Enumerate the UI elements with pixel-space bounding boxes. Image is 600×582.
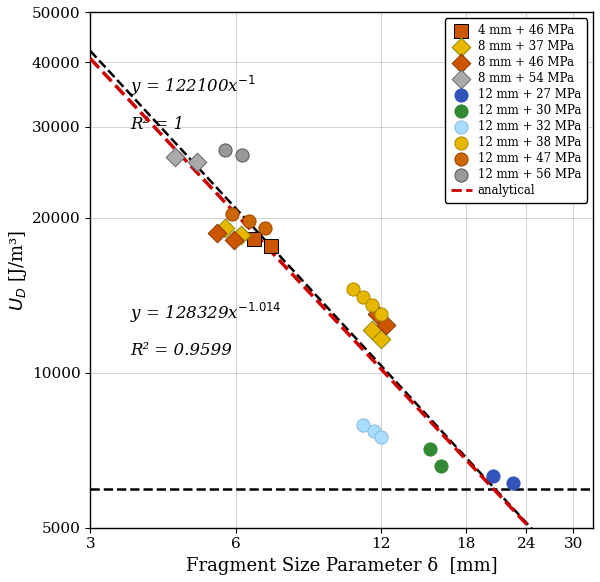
Point xyxy=(508,478,518,488)
Point xyxy=(212,228,222,237)
Text: R² = 1: R² = 1 xyxy=(130,115,185,133)
Point xyxy=(249,234,259,243)
Point xyxy=(376,309,386,318)
Point xyxy=(266,242,275,251)
X-axis label: Fragment Size Parameter δ  [mm]: Fragment Size Parameter δ [mm] xyxy=(186,557,497,575)
Point xyxy=(369,427,379,436)
Point xyxy=(376,335,386,344)
Point xyxy=(193,158,202,167)
Point xyxy=(220,223,230,232)
Point xyxy=(488,471,498,481)
Point xyxy=(358,421,367,430)
Point xyxy=(229,235,239,244)
Point xyxy=(170,152,180,162)
Point xyxy=(436,461,446,470)
Point xyxy=(244,217,254,226)
Point xyxy=(425,445,435,454)
Point xyxy=(236,230,245,240)
Point xyxy=(373,309,382,318)
Point xyxy=(358,293,367,302)
Point xyxy=(367,301,377,310)
Text: y = 128329x$^{-1.014}$: y = 128329x$^{-1.014}$ xyxy=(130,301,282,325)
Point xyxy=(238,150,247,159)
Text: y = 122100x$^{-1}$: y = 122100x$^{-1}$ xyxy=(130,74,256,98)
Point xyxy=(220,145,230,154)
Point xyxy=(367,325,377,335)
Point xyxy=(348,285,358,294)
Text: R² = 0.9599: R² = 0.9599 xyxy=(130,342,232,359)
Point xyxy=(227,210,237,219)
Legend: 4 mm + 46 MPa, 8 mm + 37 MPa, 8 mm + 46 MPa, 8 mm + 54 MPa, 12 mm + 27 MPa, 12 m: 4 mm + 46 MPa, 8 mm + 37 MPa, 8 mm + 46 … xyxy=(445,19,587,203)
Point xyxy=(376,432,386,442)
Point xyxy=(260,223,269,232)
Y-axis label: $\it{U_D}$ [J/m³]: $\it{U_D}$ [J/m³] xyxy=(7,229,29,311)
Point xyxy=(381,320,391,329)
